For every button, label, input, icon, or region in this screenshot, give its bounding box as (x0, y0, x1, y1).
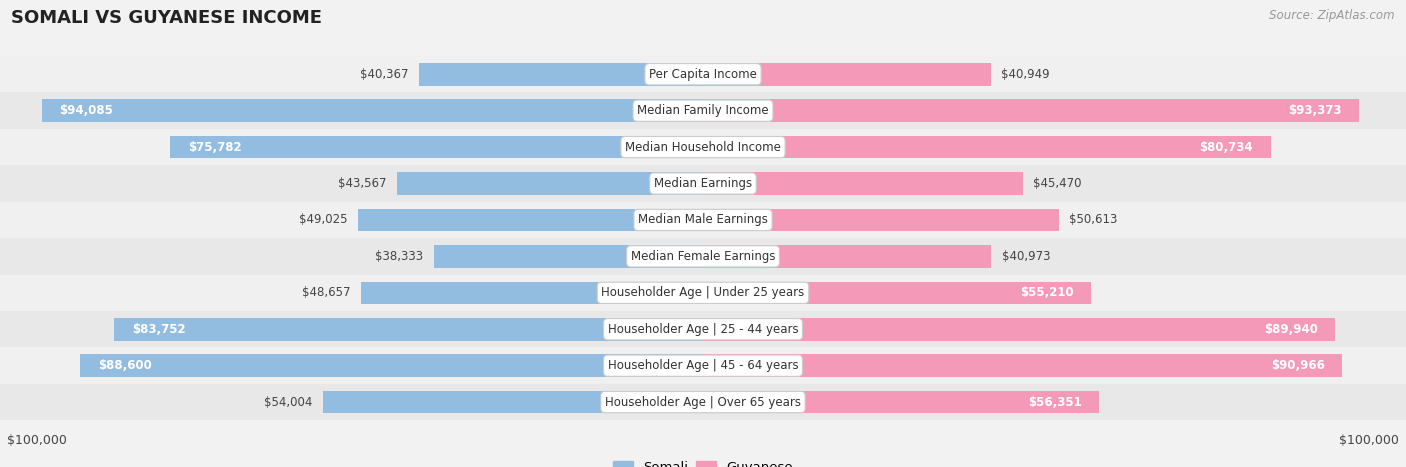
Text: $45,470: $45,470 (1033, 177, 1081, 190)
Bar (703, 136, 1271, 158)
Text: Median Male Earnings: Median Male Earnings (638, 213, 768, 226)
Text: Median Female Earnings: Median Female Earnings (631, 250, 775, 263)
Bar (703, 172, 1022, 195)
Text: $55,210: $55,210 (1019, 286, 1074, 299)
Text: SOMALI VS GUYANESE INCOME: SOMALI VS GUYANESE INCOME (11, 9, 322, 28)
Text: $83,752: $83,752 (132, 323, 186, 336)
Bar (703, 282, 1091, 304)
Bar (396, 172, 703, 195)
Text: $89,940: $89,940 (1264, 323, 1317, 336)
Text: $40,367: $40,367 (360, 68, 409, 81)
Text: $49,025: $49,025 (299, 213, 347, 226)
Bar (0, 202, 1406, 238)
Text: Median Household Income: Median Household Income (626, 141, 780, 154)
Bar (0, 384, 1406, 420)
Bar (703, 354, 1343, 377)
Text: Per Capita Income: Per Capita Income (650, 68, 756, 81)
Bar (80, 354, 703, 377)
Legend: Somali, Guyanese: Somali, Guyanese (607, 455, 799, 467)
Text: Median Earnings: Median Earnings (654, 177, 752, 190)
Bar (0, 165, 1406, 202)
Text: $56,351: $56,351 (1028, 396, 1081, 409)
Text: $50,613: $50,613 (1070, 213, 1118, 226)
Bar (323, 391, 703, 413)
Bar (0, 238, 1406, 275)
Bar (0, 56, 1406, 92)
Text: Householder Age | 25 - 44 years: Householder Age | 25 - 44 years (607, 323, 799, 336)
Text: $94,085: $94,085 (59, 104, 112, 117)
Bar (703, 318, 1336, 340)
Text: $80,734: $80,734 (1199, 141, 1253, 154)
Text: $48,657: $48,657 (302, 286, 350, 299)
Bar (703, 209, 1059, 231)
Text: $100,000: $100,000 (1339, 434, 1399, 447)
Text: $88,600: $88,600 (97, 359, 152, 372)
Bar (703, 245, 991, 268)
Bar (42, 99, 703, 122)
Text: $40,973: $40,973 (1001, 250, 1050, 263)
Bar (703, 99, 1360, 122)
Bar (359, 209, 703, 231)
Bar (170, 136, 703, 158)
Bar (0, 311, 1406, 347)
Text: Householder Age | 45 - 64 years: Householder Age | 45 - 64 years (607, 359, 799, 372)
Bar (0, 129, 1406, 165)
Text: $93,373: $93,373 (1288, 104, 1341, 117)
Bar (703, 391, 1099, 413)
Text: $40,949: $40,949 (1001, 68, 1050, 81)
Text: $43,567: $43,567 (337, 177, 387, 190)
Text: $75,782: $75,782 (188, 141, 242, 154)
Bar (703, 63, 991, 85)
Bar (114, 318, 703, 340)
Text: $90,966: $90,966 (1271, 359, 1324, 372)
Text: $38,333: $38,333 (375, 250, 423, 263)
Text: Source: ZipAtlas.com: Source: ZipAtlas.com (1270, 9, 1395, 22)
Bar (433, 245, 703, 268)
Text: $100,000: $100,000 (7, 434, 67, 447)
Text: Householder Age | Under 25 years: Householder Age | Under 25 years (602, 286, 804, 299)
Text: Householder Age | Over 65 years: Householder Age | Over 65 years (605, 396, 801, 409)
Bar (361, 282, 703, 304)
Text: Median Family Income: Median Family Income (637, 104, 769, 117)
Text: $54,004: $54,004 (264, 396, 312, 409)
Bar (0, 275, 1406, 311)
Bar (419, 63, 703, 85)
Bar (0, 347, 1406, 384)
Bar (0, 92, 1406, 129)
